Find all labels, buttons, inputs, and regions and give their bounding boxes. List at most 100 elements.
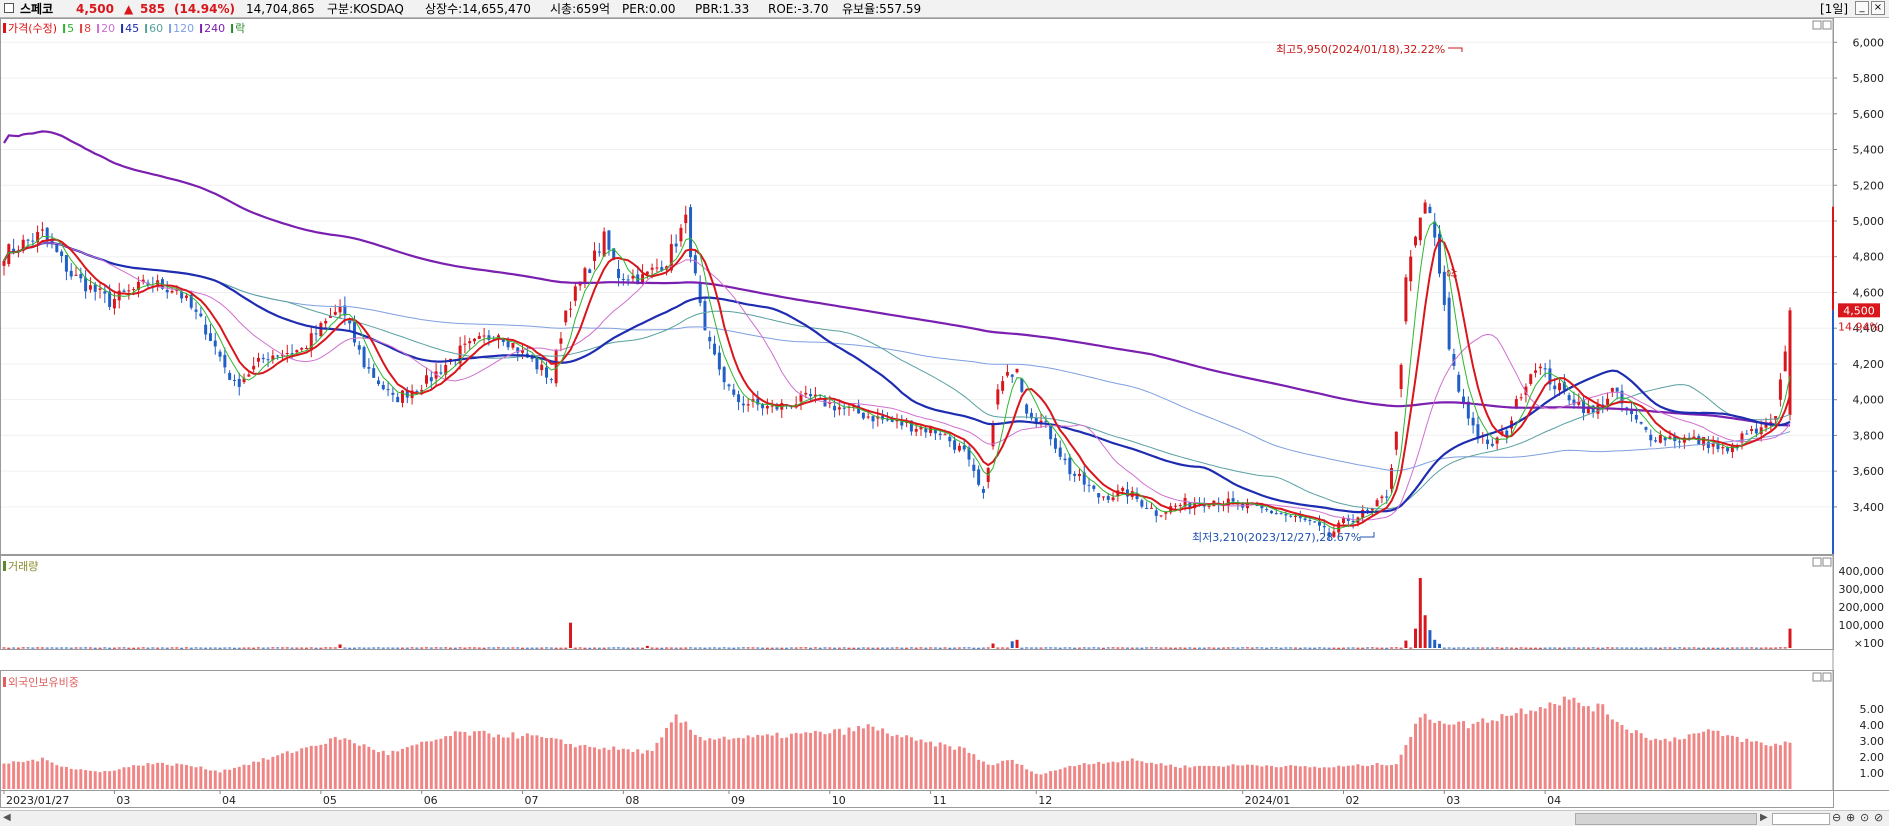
candle-body bbox=[1476, 424, 1480, 437]
foreign-holding-bar bbox=[381, 750, 385, 789]
period-button[interactable]: [1일] bbox=[1820, 2, 1849, 16]
zoom-fit-icon[interactable]: ⊘ bbox=[1874, 811, 1884, 824]
foreign-holding-bar bbox=[1039, 774, 1043, 789]
scroll-left-icon[interactable]: ◀ bbox=[3, 812, 11, 823]
volume-bar bbox=[549, 647, 553, 649]
price-panel-min-button[interactable] bbox=[1812, 20, 1822, 30]
volume-bar bbox=[247, 647, 251, 649]
candle-body bbox=[516, 347, 520, 353]
foreign-holding-bar bbox=[1370, 764, 1374, 789]
volume-bar bbox=[1039, 647, 1043, 649]
foreign-holding-bar bbox=[328, 738, 332, 789]
candle-body bbox=[593, 250, 597, 261]
volume-bar bbox=[31, 647, 35, 649]
volume-bar bbox=[621, 647, 625, 649]
foreign-holding-bar bbox=[746, 735, 750, 789]
foreign-holding-bar bbox=[1466, 728, 1470, 789]
volume-bar bbox=[1250, 647, 1254, 649]
volume-bar bbox=[564, 647, 568, 649]
candle-body bbox=[410, 390, 414, 399]
volume-bar bbox=[280, 647, 284, 649]
horizontal-scrollbar[interactable]: ◀ ▶ ⊖ ⊕ ⊙ ⊘ bbox=[0, 810, 1889, 826]
candle-body bbox=[98, 288, 102, 290]
foreign-holding-bar bbox=[352, 743, 356, 789]
foreign-holding-bar bbox=[1193, 766, 1197, 789]
volume-bar bbox=[1351, 647, 1355, 649]
checkbox[interactable] bbox=[4, 3, 14, 13]
candle-body bbox=[1149, 507, 1153, 509]
foreign-holding-bar bbox=[324, 743, 328, 789]
candle-body bbox=[1572, 399, 1576, 405]
foreign-holding-bar bbox=[1236, 765, 1240, 789]
zoom-slider[interactable] bbox=[1772, 813, 1830, 825]
foreign-holding-bar bbox=[1274, 767, 1278, 789]
volume-bar bbox=[506, 647, 510, 649]
candle-body bbox=[425, 375, 428, 384]
y-tick-label: 4,600 bbox=[1853, 286, 1885, 299]
candle-body bbox=[991, 423, 995, 447]
zoom-out-icon[interactable]: ⊖ bbox=[1832, 811, 1842, 824]
foreign-holding-bar bbox=[1553, 703, 1557, 789]
candle-body bbox=[141, 279, 145, 283]
foreign-holding-bar bbox=[261, 758, 265, 789]
foreign-holding-bar bbox=[823, 734, 827, 789]
volume-bar bbox=[1169, 647, 1173, 649]
foreign-holding-bar bbox=[204, 769, 208, 789]
foreign-holding-bar bbox=[703, 740, 707, 789]
candle-body bbox=[746, 404, 750, 406]
minimize-button[interactable]: _ bbox=[1855, 1, 1869, 15]
volume-bar bbox=[521, 647, 525, 649]
scrollbar-thumb[interactable] bbox=[1575, 813, 1757, 825]
legend-item: 45 bbox=[125, 22, 139, 35]
foreign-holding-bar bbox=[1730, 735, 1734, 789]
foreign-holding-bar bbox=[953, 749, 957, 789]
candle-body bbox=[1135, 493, 1139, 500]
volume-panel-min-button[interactable] bbox=[1812, 557, 1822, 567]
volume-tick-label: 200,000 bbox=[1839, 601, 1885, 614]
volume-bar bbox=[1447, 647, 1451, 649]
volume-bar bbox=[381, 647, 385, 649]
candle-body bbox=[607, 230, 611, 250]
foreign-holding-bar bbox=[290, 752, 294, 789]
volume-bar bbox=[1279, 647, 1283, 649]
foreign-holding-bar bbox=[722, 736, 726, 789]
candle-body bbox=[1342, 518, 1345, 523]
volume-bar bbox=[497, 647, 500, 649]
foreign-holding-bar bbox=[914, 740, 918, 789]
foreign-holding-bar bbox=[420, 741, 424, 789]
volume-bar bbox=[636, 647, 640, 649]
price-panel-max-button[interactable] bbox=[1822, 20, 1832, 30]
zoom-in-icon[interactable]: ⊕ bbox=[1846, 811, 1856, 824]
x-tick-label: 02 bbox=[1346, 794, 1360, 807]
volume-bar bbox=[1596, 647, 1600, 649]
scroll-right-icon[interactable]: ▶ bbox=[1760, 812, 1768, 823]
y-tick-label: 4,000 bbox=[1853, 394, 1885, 407]
foreign-panel-max-button[interactable] bbox=[1822, 672, 1832, 682]
foreign-holding-bar bbox=[151, 764, 155, 789]
foreign-holding-bar bbox=[84, 770, 88, 789]
close-icon[interactable]: × bbox=[1871, 1, 1885, 15]
volume-tick-label: 100,000 bbox=[1839, 619, 1885, 632]
volume-bar bbox=[674, 647, 678, 649]
foreign-holding-bar bbox=[64, 766, 68, 789]
foreign-panel-min-button[interactable] bbox=[1812, 672, 1822, 682]
foreign-holding-bar bbox=[693, 734, 697, 789]
foreign-holding-bar bbox=[160, 762, 164, 789]
volume-bar bbox=[1385, 647, 1389, 649]
volume-bar bbox=[175, 647, 179, 649]
volume-bar bbox=[1366, 647, 1369, 649]
volume-bar bbox=[7, 647, 11, 649]
foreign-holding-bar bbox=[1068, 765, 1072, 789]
stock-chart[interactable]: 3,400 3,600 3,800 4,000 4,200 4,400 4,600 4,800… bbox=[0, 18, 1889, 808]
zoom-reset-icon[interactable]: ⊙ bbox=[1860, 811, 1870, 824]
volume-bar bbox=[885, 647, 889, 649]
volume-panel-max-button[interactable] bbox=[1822, 557, 1832, 567]
foreign-holding-bar bbox=[530, 735, 534, 789]
foreign-holding-bar bbox=[905, 735, 909, 789]
candle-body bbox=[367, 367, 371, 369]
foreign-holding-bar bbox=[1279, 767, 1283, 789]
foreign-holding-bar bbox=[789, 733, 793, 789]
volume-bar bbox=[415, 647, 419, 649]
foreign-holding-bar bbox=[1673, 737, 1677, 789]
volume-bar bbox=[136, 647, 140, 649]
